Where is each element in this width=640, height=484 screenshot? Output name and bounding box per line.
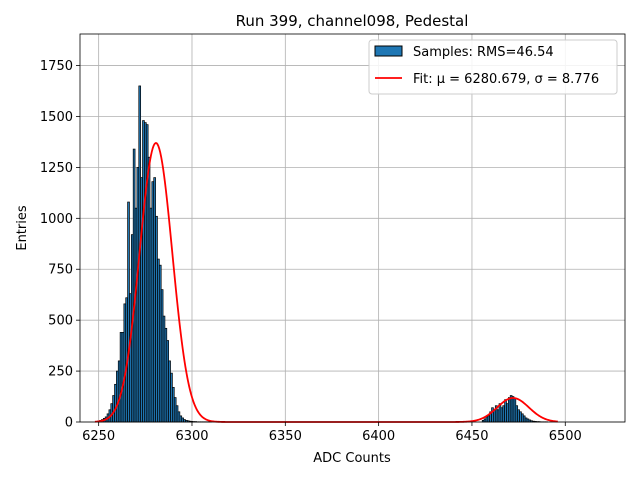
x-tick-label: 6400 xyxy=(362,429,395,444)
y-tick-label: 1750 xyxy=(40,59,73,74)
y-tick-label: 1000 xyxy=(40,212,73,227)
y-tick-label: 1250 xyxy=(40,161,73,176)
y-tick-label: 500 xyxy=(48,314,73,329)
y-axis-label: Entries xyxy=(15,205,30,251)
y-tick-label: 0 xyxy=(65,416,73,431)
legend-label-fit: Fit: μ = 6280.679, σ = 8.776 xyxy=(413,72,599,87)
x-tick-label: 6350 xyxy=(269,429,302,444)
x-axis-label: ADC Counts xyxy=(313,451,391,466)
y-tick-label: 1500 xyxy=(40,110,73,125)
x-tick-label: 6450 xyxy=(455,429,488,444)
y-tick-label: 250 xyxy=(48,365,73,380)
y-tick-label: 750 xyxy=(48,263,73,278)
x-tick-label: 6500 xyxy=(549,429,582,444)
legend-label-samples: Samples: RMS=46.54 xyxy=(413,45,554,60)
legend-swatch-samples xyxy=(375,46,402,56)
legend: Samples: RMS=46.54 Fit: μ = 6280.679, σ … xyxy=(369,40,617,94)
x-tick-label: 6250 xyxy=(82,429,115,444)
x-tick-label: 6300 xyxy=(175,429,208,444)
chart-title: Run 399, channel098, Pedestal xyxy=(236,12,469,30)
